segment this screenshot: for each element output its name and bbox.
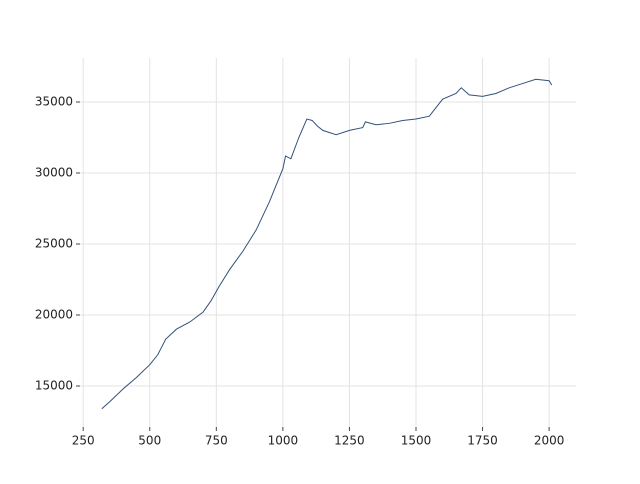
x-tick-label: 1250 — [334, 434, 365, 448]
y-tick-label: 15000 — [35, 379, 73, 393]
x-tick-label: 1750 — [467, 434, 498, 448]
y-tick-label: 30000 — [35, 166, 73, 180]
y-tick-label: 25000 — [35, 237, 73, 251]
x-tick-label: 750 — [205, 434, 228, 448]
x-tick-label: 500 — [138, 434, 161, 448]
y-tick-label: 20000 — [35, 308, 73, 322]
x-tick-label: 1500 — [401, 434, 432, 448]
x-tick-label: 250 — [72, 434, 95, 448]
x-tick-label: 2000 — [534, 434, 565, 448]
y-tick-label: 35000 — [35, 95, 73, 109]
x-tick-label: 1000 — [268, 434, 299, 448]
data-line — [101, 78, 553, 410]
